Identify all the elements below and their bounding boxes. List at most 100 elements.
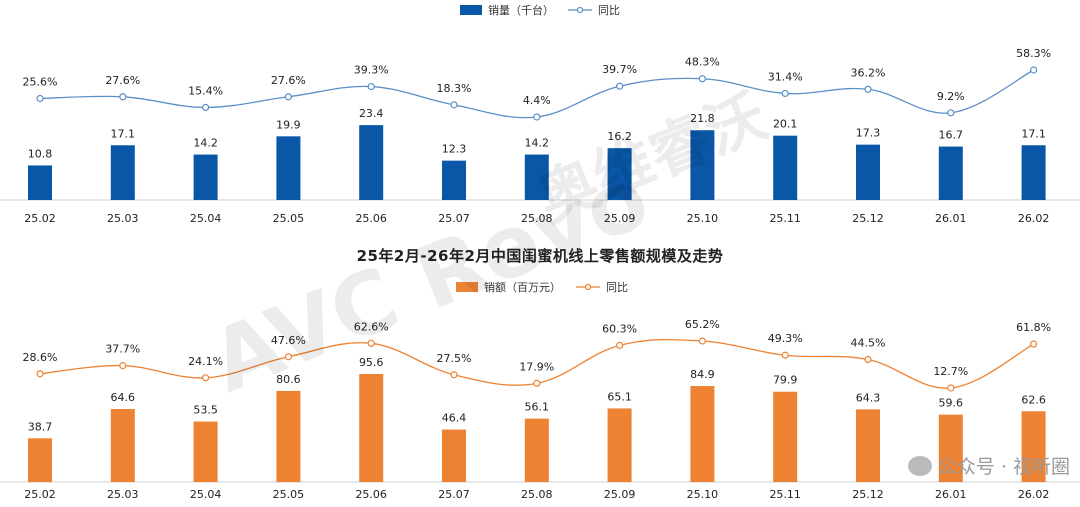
bottom-yoy-label: 65.2%	[685, 318, 720, 331]
bottom-tick-label: 25.08	[521, 488, 553, 501]
top-bar	[524, 154, 549, 200]
top-yoy-label: 48.3%	[685, 56, 720, 69]
bottom-yoy-point	[202, 374, 210, 382]
bottom-yoy-point	[533, 379, 541, 387]
top-tick-label: 26.02	[1018, 212, 1050, 225]
top-legend-line-label: 同比	[598, 4, 620, 17]
top-bar-label: 12.3	[442, 143, 467, 156]
bottom-yoy-point	[450, 371, 458, 379]
top-tick-label: 25.03	[107, 212, 139, 225]
bottom-bar	[856, 409, 880, 482]
top-bar	[110, 145, 135, 200]
bottom-bar-label: 56.1	[525, 401, 550, 414]
bottom-tick-label: 25.06	[355, 488, 387, 501]
bottom-bar-label: 84.9	[690, 368, 715, 381]
bottom-yoy-point	[864, 355, 872, 364]
top-yoy-point	[202, 103, 210, 112]
top-bar	[938, 146, 963, 200]
bottom-bar-label: 59.6	[939, 397, 964, 410]
top-bar-label: 20.1	[773, 118, 798, 131]
top-bar-label: 10.8	[28, 147, 53, 160]
top-bar	[28, 165, 52, 200]
bottom-tick-label: 25.04	[190, 488, 222, 501]
bottom-legend-line-label: 同比	[606, 281, 628, 294]
top-yoy-label: 25.6%	[23, 76, 58, 89]
bottom-bar-label: 80.6	[276, 373, 301, 386]
top-yoy-label: 27.6%	[105, 74, 140, 87]
top-yoy-point	[947, 109, 955, 117]
top-yoy-point	[450, 101, 458, 109]
top-yoy-point	[781, 89, 789, 98]
bottom-tick-label: 25.11	[769, 488, 801, 501]
bottom-bar	[938, 414, 963, 482]
top-yoy-point	[533, 113, 541, 121]
top-bar-label: 17.1	[111, 127, 136, 140]
bottom-legend-line-marker	[584, 283, 592, 291]
top-bar	[773, 135, 798, 200]
bottom-bar-label: 95.6	[359, 356, 384, 369]
top-tick-label: 25.07	[438, 212, 470, 225]
bottom-yoy-point	[698, 337, 707, 345]
top-bar-label: 16.7	[939, 129, 964, 142]
top-tick-label: 25.05	[273, 212, 305, 225]
top-yoy-point	[367, 82, 375, 91]
top-bar-label: 19.9	[276, 118, 301, 131]
bottom-yoy-label: 47.6%	[271, 334, 306, 347]
top-bar	[442, 160, 466, 200]
top-bar	[276, 136, 301, 200]
bottom-yoy-label: 44.5%	[851, 337, 886, 350]
top-tick-label: 25.10	[687, 212, 719, 225]
bottom-yoy-label: 49.3%	[768, 332, 803, 345]
bottom-bar	[773, 391, 798, 482]
chart-title: 25年2月-26年2月中国闺蜜机线上零售额规模及走势	[356, 247, 724, 265]
bottom-yoy-label: 27.5%	[437, 352, 472, 365]
bottom-bar	[442, 429, 466, 482]
bottom-tick-label: 26.01	[935, 488, 967, 501]
bottom-bar	[28, 438, 52, 482]
bottom-yoy-point	[36, 370, 44, 378]
top-yoy-label: 58.3%	[1016, 47, 1051, 60]
top-tick-label: 25.11	[769, 212, 801, 225]
bottom-bar-label: 79.9	[773, 374, 798, 387]
bottom-tick-label: 25.02	[24, 488, 56, 501]
top-bar	[690, 130, 715, 200]
bottom-tick-label: 26.02	[1018, 488, 1050, 501]
wechat-label: 公众号 · 视听圈	[937, 456, 1070, 478]
bottom-yoy-label: 24.1%	[188, 355, 223, 368]
top-tick-label: 25.12	[852, 212, 884, 225]
top-yoy-label: 15.4%	[188, 84, 223, 97]
bottom-bar	[276, 390, 301, 482]
top-bar	[359, 125, 384, 200]
top-tick-label: 25.04	[190, 212, 222, 225]
bottom-legend-bar-label: 销额（百万元）	[484, 280, 561, 294]
bottom-bar	[1021, 411, 1046, 482]
top-yoy-label: 36.2%	[851, 66, 886, 79]
top-legend-line-marker	[576, 6, 584, 14]
top-yoy-point	[864, 85, 872, 93]
top-tick-label: 25.06	[355, 212, 387, 225]
top-yoy-label: 39.3%	[354, 64, 389, 77]
bottom-yoy-point	[284, 353, 292, 361]
top-yoy-label: 18.3%	[437, 82, 472, 95]
bottom-yoy-label: 28.6%	[23, 351, 58, 364]
bottom-bar	[110, 409, 135, 482]
bottom-yoy-point	[615, 341, 624, 349]
bottom-tick-label: 25.05	[273, 488, 305, 501]
bottom-bar-label: 53.5	[193, 404, 218, 417]
top-bar-label: 23.4	[359, 107, 384, 120]
bottom-bar-label: 65.1	[607, 390, 632, 403]
bottom-bar	[690, 386, 715, 482]
top-bar	[193, 154, 218, 200]
bottom-tick-label: 25.09	[604, 488, 636, 501]
bottom-tick-label: 25.03	[107, 488, 139, 501]
bottom-yoy-label: 62.6%	[354, 320, 389, 333]
top-yoy-point	[698, 75, 707, 83]
top-yoy-point	[1029, 66, 1038, 74]
top-bar-label: 17.3	[856, 127, 881, 140]
top-yoy-point	[36, 94, 44, 103]
top-bar-label: 16.2	[607, 130, 632, 143]
bottom-bar-label: 38.7	[28, 420, 53, 433]
wechat-icon	[907, 455, 932, 476]
top-yoy-label: 4.4%	[523, 94, 551, 107]
